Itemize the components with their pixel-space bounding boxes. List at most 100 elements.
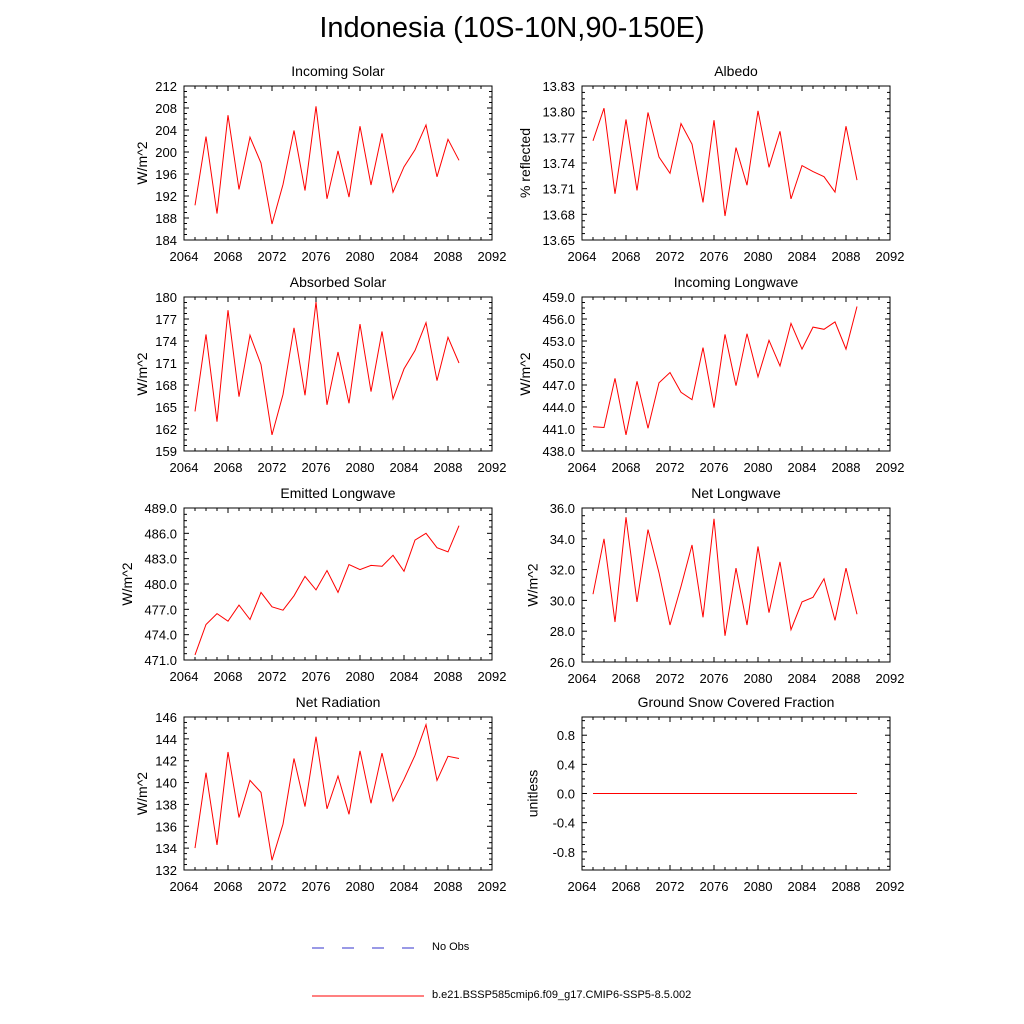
panel-emitted-longwave: 2064 2068 2072 2076 2080 2084 2088 2092 471.0 474… [119,485,506,684]
x-tick-label: 2076 [302,669,331,684]
y-tick-label: 168 [155,378,177,393]
y-tick-label: 208 [155,101,177,116]
panel-title: Absorbed Solar [290,274,387,290]
x-tick-label: 2072 [656,249,685,264]
x-tick-label: 2088 [434,669,463,684]
x-tick-label: 2092 [478,879,507,894]
x-tick-label: 2080 [744,460,773,475]
panel-ground-snow-covered-fraction: 2064 2068 2072 2076 2080 2084 2088 2092 -0.8 -0.4… [525,694,905,894]
legend-swatch-model-run [312,995,424,997]
y-tick-label: 0.0 [557,787,575,802]
plot-frame [183,296,493,452]
y-tick-label: 13.83 [542,79,575,94]
y-tick-label: 486.0 [144,526,177,541]
legend-item-no-obs: No Obs [312,938,732,958]
y-tick-label: 142 [155,754,177,769]
y-tick-label: 188 [155,211,177,226]
x-tick-label: 2068 [214,879,243,894]
y-tick-label: 450.0 [542,356,575,371]
series-line [194,525,460,656]
y-tick-label: 146 [155,710,177,725]
plot-frame [183,85,493,241]
x-tick-label: 2092 [478,460,507,475]
y-tick-label: 438.0 [542,444,575,459]
y-tick-label: 28.0 [550,624,575,639]
panel-title: Net Radiation [296,694,381,710]
x-tick-label: 2080 [346,460,375,475]
y-tick-label: 0.8 [557,728,575,743]
x-tick-label: 2080 [346,669,375,684]
y-tick-label: 196 [155,167,177,182]
legend-swatch-no-obs [312,947,424,949]
y-tick-label: 136 [155,819,177,834]
series-line [592,108,858,217]
plot-frame [183,716,493,871]
legend-label-model-run: b.e21.BSSP585cmip6.f09_g17.CMIP6-SSP5-8.… [432,989,692,1001]
y-tick-label: -0.4 [553,816,575,831]
y-tick-label: 477.0 [144,602,177,617]
y-tick-label: 474.0 [144,628,177,643]
y-tick-label: 204 [155,123,177,138]
x-tick-label: 2076 [700,249,729,264]
panel-net-longwave: 2064 2068 2072 2076 2080 2084 2088 2092 26.0 28.0… [525,485,905,686]
x-tick-label: 2072 [258,669,287,684]
y-tick-label: 165 [155,400,177,415]
x-tick-label: 2076 [302,460,331,475]
y-axis-label: W/m^2 [119,562,135,605]
y-axis-label: W/m^2 [134,772,150,815]
x-tick-label: 2084 [390,879,419,894]
y-tick-label: 144 [155,732,177,747]
panel-absorbed-solar: 2064 2068 2072 2076 2080 2084 2088 2092 159 162 16… [134,274,506,475]
x-tick-label: 2088 [434,879,463,894]
y-tick-label: 212 [155,79,177,94]
y-tick-label: 180 [155,290,177,305]
x-tick-label: 2076 [700,671,729,686]
x-tick-label: 2080 [346,249,375,264]
panel-title: Emitted Longwave [280,485,395,501]
y-tick-label: 13.65 [542,233,575,248]
x-tick-label: 2072 [656,879,685,894]
x-tick-label: 2064 [170,879,199,894]
y-tick-label: 489.0 [144,501,177,516]
y-tick-label: 184 [155,233,177,248]
y-axis-label: % reflected [517,128,533,198]
x-tick-label: 2068 [612,879,641,894]
y-axis-label: W/m^2 [134,352,150,395]
series-line [194,302,460,436]
x-tick-label: 2080 [744,671,773,686]
y-tick-label: 171 [155,356,177,371]
legend-label-no-obs: No Obs [432,941,470,953]
panel-incoming-longwave: 2064 2068 2072 2076 2080 2084 2088 2092 438.0 441… [517,274,904,475]
x-tick-label: 2092 [876,879,905,894]
y-tick-label: 134 [155,841,177,856]
y-tick-label: 138 [155,797,177,812]
y-tick-label: 0.4 [557,757,575,772]
x-tick-label: 2064 [170,460,199,475]
x-tick-label: 2084 [390,460,419,475]
x-tick-label: 2076 [302,249,331,264]
x-tick-label: 2068 [214,460,243,475]
y-tick-label: 456.0 [542,312,575,327]
x-tick-label: 2084 [788,671,817,686]
y-tick-label: 162 [155,422,177,437]
x-tick-label: 2092 [478,669,507,684]
y-tick-label: 471.0 [144,653,177,668]
x-tick-label: 2072 [656,460,685,475]
y-tick-label: 177 [155,312,177,327]
y-tick-label: 34.0 [550,532,575,547]
series-line [194,106,460,225]
x-tick-label: 2076 [700,879,729,894]
series-line [592,517,858,636]
x-tick-label: 2064 [568,671,597,686]
y-tick-label: 13.77 [542,130,575,145]
x-tick-label: 2092 [478,249,507,264]
y-tick-label: 13.71 [542,182,575,197]
plot-frame [581,85,891,241]
x-tick-label: 2064 [170,249,199,264]
y-tick-label: 13.68 [542,207,575,222]
x-tick-label: 2064 [568,460,597,475]
y-axis-label: unitless [525,770,541,817]
x-tick-label: 2084 [788,460,817,475]
y-tick-label: 192 [155,189,177,204]
y-tick-label: 159 [155,444,177,459]
